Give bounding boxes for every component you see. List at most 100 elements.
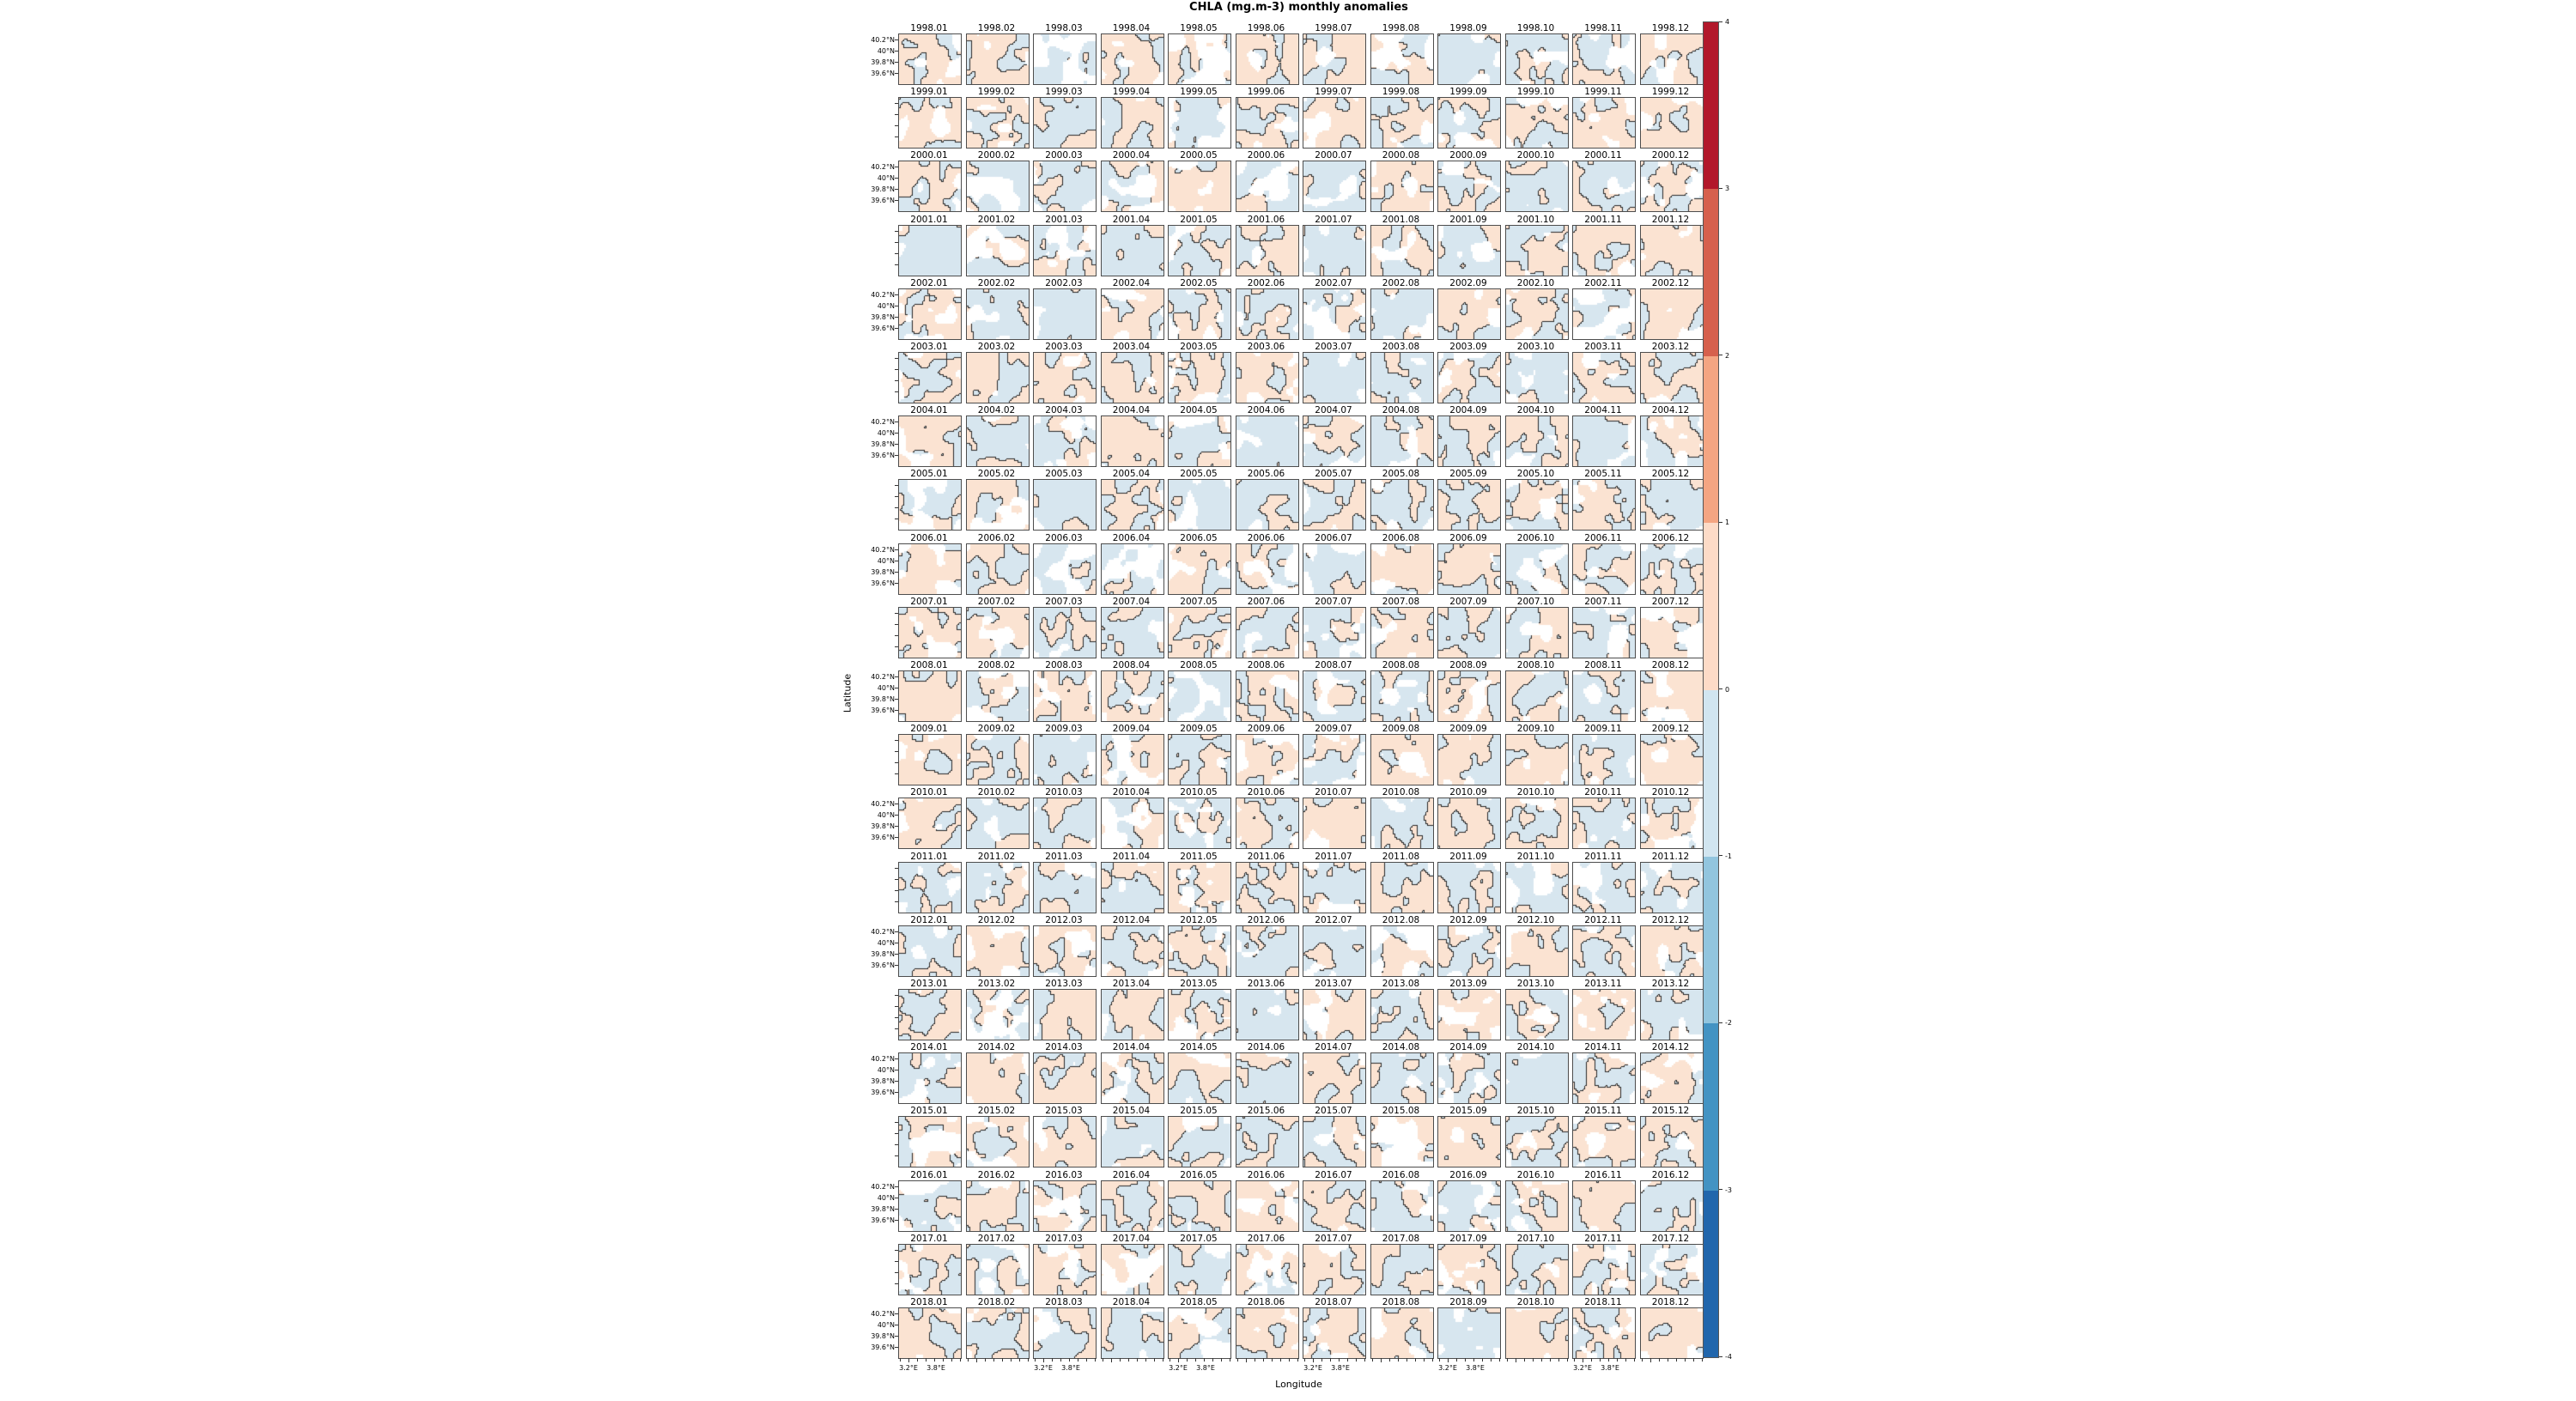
anomaly-map-canvas	[1505, 1308, 1568, 1358]
anomaly-map-canvas	[1303, 416, 1365, 467]
anomaly-map-panel	[965, 1243, 1030, 1295]
panel-title: 2016.09	[1449, 1169, 1487, 1180]
panel-title: 2008.03	[1045, 660, 1083, 670]
anomaly-map-panel	[1639, 352, 1704, 403]
y-tick-mark	[895, 136, 898, 138]
y-tick-mark	[895, 710, 898, 711]
anomaly-map-panel: 40.2°N 40°N 39.8°N 39.6°N	[871, 33, 962, 85]
anomaly-map-panel	[895, 97, 962, 149]
y-tick-mark	[895, 1347, 898, 1348]
anomaly-map-panel: 3.2°E 3.8°E	[1437, 1307, 1501, 1372]
y-tick-mark	[895, 1260, 898, 1262]
anomaly-map-panel	[1033, 989, 1097, 1040]
anomaly-map-panel	[1572, 33, 1636, 85]
x-tick-mark	[1127, 1358, 1129, 1362]
panel-title: 2003.09	[1449, 342, 1487, 352]
anomaly-map-panel	[1572, 161, 1636, 213]
anomaly-map-canvas	[1505, 98, 1568, 149]
x-tick-mark	[917, 1358, 918, 1362]
anomaly-map-panel	[1572, 606, 1636, 658]
panel-title: 2004.02	[977, 405, 1016, 416]
panel-title: 2005.01	[910, 469, 948, 480]
y-tick-label: 40.2°N	[871, 1310, 895, 1318]
anomaly-map-panel	[1168, 1116, 1231, 1168]
anomaly-map-panel	[1639, 543, 1704, 595]
anomaly-map-canvas	[899, 353, 961, 403]
anomaly-map-panel	[1033, 415, 1097, 468]
anomaly-map-canvas	[1640, 98, 1703, 149]
anomaly-map-canvas	[1303, 671, 1365, 721]
x-tick-mark	[1195, 1358, 1196, 1362]
anomaly-map-canvas	[899, 1117, 961, 1168]
x-tick-mark	[1178, 1358, 1179, 1362]
anomaly-map-canvas	[1303, 543, 1365, 594]
anomaly-map-canvas	[1573, 1117, 1635, 1168]
x-tick-mark	[1423, 1358, 1425, 1362]
anomaly-map-canvas	[1505, 480, 1568, 531]
anomaly-map-panel	[895, 989, 962, 1040]
panel-title: 1999.06	[1247, 87, 1285, 98]
colorbar-tick-mark	[1719, 855, 1722, 857]
x-tick-mark	[1119, 1358, 1121, 1362]
colorbar-segment	[1704, 523, 1718, 690]
y-tick-mark	[895, 634, 898, 636]
panel-title: 2018.05	[1180, 1297, 1218, 1307]
anomaly-map-panel	[965, 1116, 1030, 1168]
anomaly-map-canvas	[1303, 798, 1365, 849]
panel-title: 2006.11	[1584, 532, 1622, 543]
anomaly-map-canvas	[1505, 607, 1568, 658]
anomaly-map-canvas	[1370, 288, 1433, 339]
x-tick-mark	[1110, 1358, 1112, 1362]
y-tick-label: 39.8°N	[871, 440, 895, 449]
panel-title: 2006.08	[1382, 532, 1420, 543]
anomaly-map-panel	[1572, 1243, 1636, 1295]
panel-title: 2015.01	[910, 1106, 948, 1117]
panel-title: 2017.10	[1516, 1233, 1555, 1244]
anomaly-map-canvas	[1505, 925, 1568, 976]
anomaly-map-panel	[1100, 161, 1164, 213]
anomaly-map-canvas	[1034, 1117, 1096, 1168]
anomaly-map-panel	[1168, 1180, 1231, 1232]
panel-title: 2009.03	[1045, 724, 1083, 735]
anomaly-map-panel	[1437, 925, 1501, 977]
anomaly-map-panel	[1235, 798, 1299, 850]
panel-title: 2014.02	[977, 1042, 1016, 1053]
anomaly-map-canvas	[1370, 607, 1433, 658]
anomaly-map-canvas	[1438, 1117, 1500, 1168]
anomaly-map-panel	[1235, 989, 1299, 1040]
y-tick-mark	[895, 294, 898, 295]
colorbar-tick-label: 2	[1725, 351, 1730, 360]
x-tick-label: 3.8°E	[1466, 1364, 1485, 1372]
anomaly-map-canvas	[1303, 353, 1365, 403]
panel-title: 2016.11	[1584, 1169, 1622, 1180]
anomaly-map-panel: 40.2°N 40°N 39.8°N 39.6°N 3.2°E 3.8°E	[871, 1307, 962, 1372]
panel-title: 1999.04	[1112, 87, 1151, 98]
panel-title: 1999.02	[977, 87, 1016, 98]
panel-title: 2010.01	[910, 787, 948, 798]
anomaly-map-canvas	[1101, 416, 1163, 467]
anomaly-map-panel	[1303, 861, 1366, 913]
anomaly-map-panel	[1572, 670, 1636, 722]
anomaly-map-panel	[1370, 33, 1434, 85]
y-tick-mark	[895, 931, 898, 932]
anomaly-map-canvas	[1573, 735, 1635, 785]
anomaly-map-panel	[1370, 224, 1434, 276]
anomaly-map-canvas	[1370, 1117, 1433, 1168]
y-tick-mark	[895, 252, 898, 254]
anomaly-map-canvas	[1034, 1180, 1096, 1231]
anomaly-map-panel	[1504, 1052, 1569, 1105]
anomaly-map-panel	[1639, 606, 1704, 658]
x-tick-label: 3.2°E	[1034, 1364, 1053, 1372]
anomaly-map-panel	[965, 734, 1030, 786]
anomaly-map-canvas	[1034, 225, 1096, 276]
y-tick-mark	[895, 391, 898, 392]
anomaly-map-canvas	[1034, 607, 1096, 658]
y-tick-label: 40.2°N	[871, 545, 895, 554]
anomaly-map-canvas	[899, 480, 961, 531]
colorbar-segment	[1704, 22, 1718, 190]
y-tick-mark	[895, 369, 898, 370]
anomaly-map-canvas	[1034, 34, 1096, 84]
anomaly-map-panel	[1504, 925, 1569, 977]
anomaly-map-panel: 40.2°N 40°N 39.8°N 39.6°N	[871, 1180, 962, 1232]
anomaly-map-panel	[965, 97, 1030, 149]
